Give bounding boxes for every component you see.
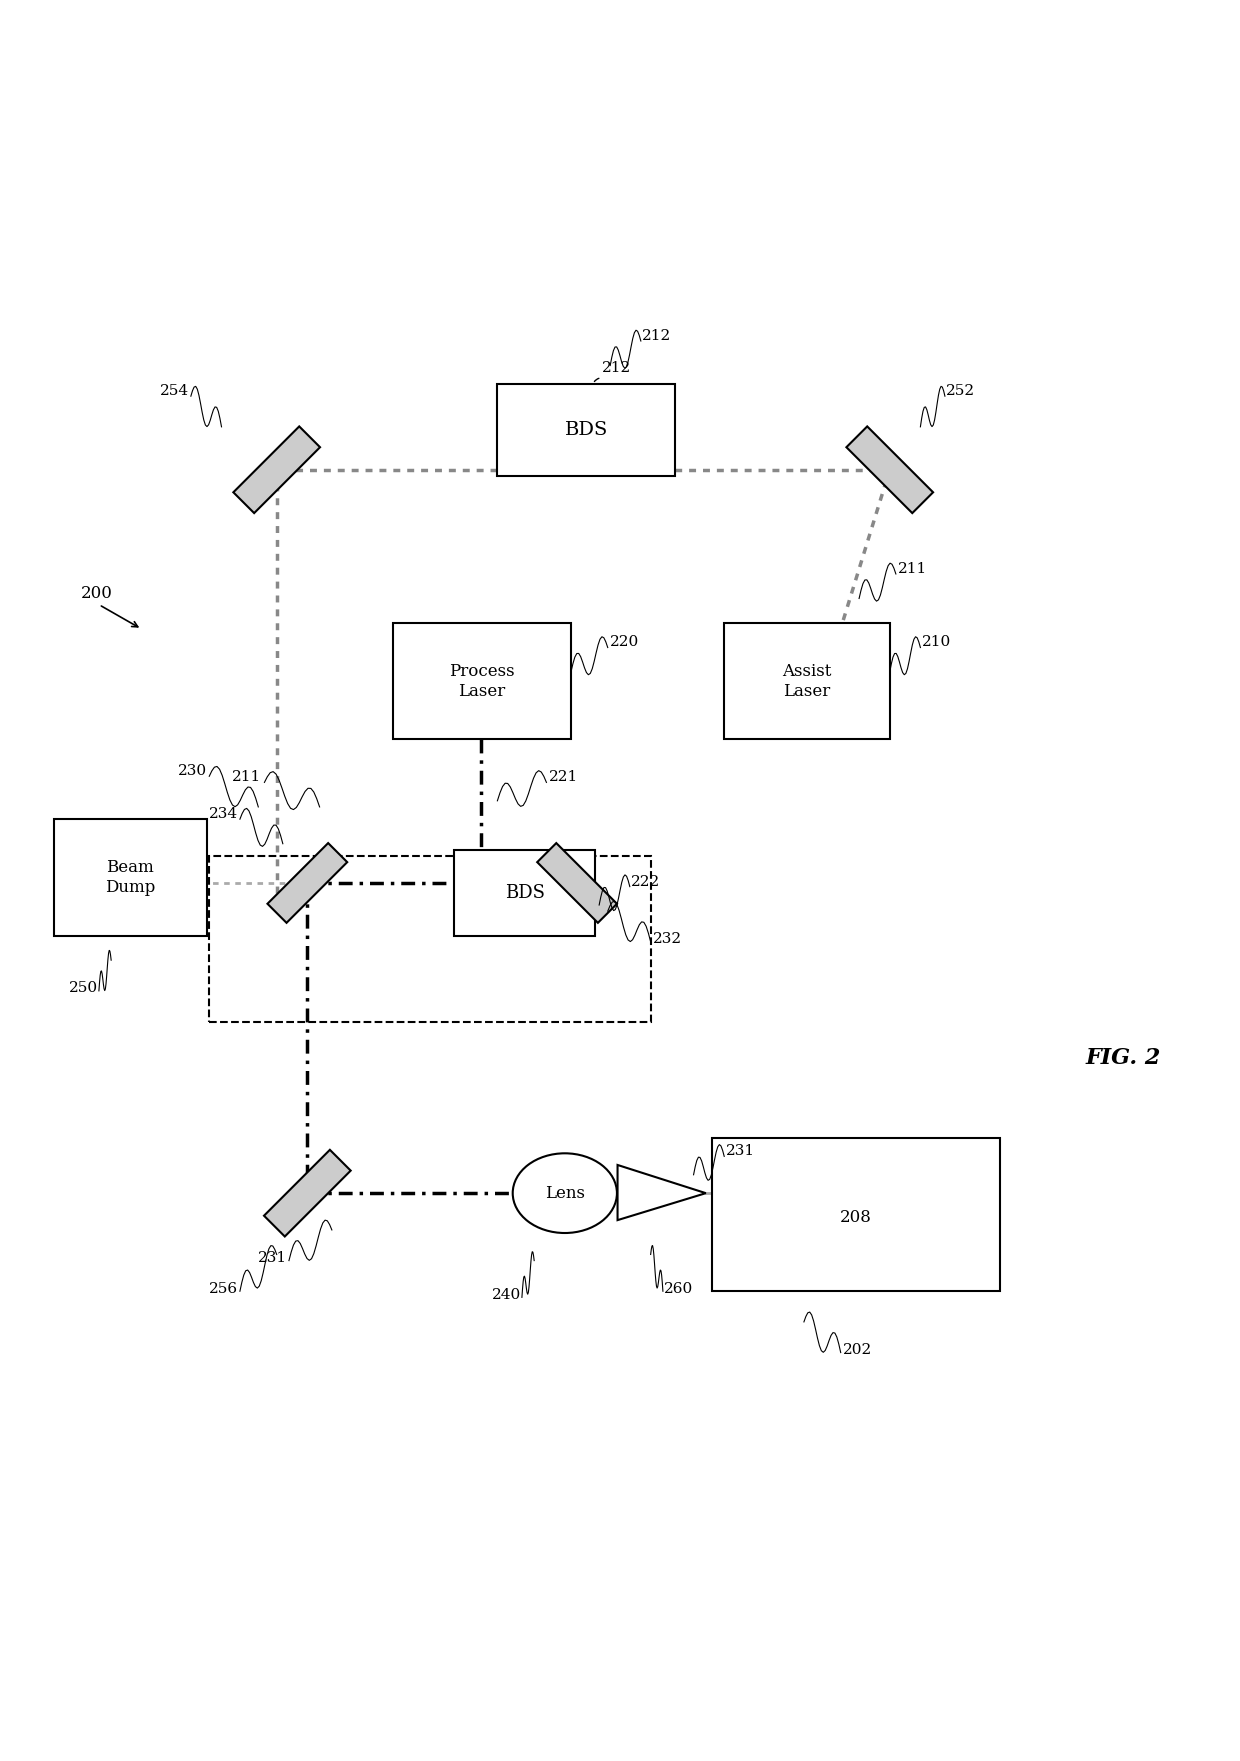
Polygon shape	[847, 426, 932, 512]
Text: 260: 260	[663, 1282, 693, 1296]
Text: 232: 232	[652, 932, 682, 946]
Text: 222: 222	[631, 875, 661, 889]
Bar	[393, 623, 570, 740]
Text: 231: 231	[725, 1145, 755, 1159]
Text: Lens: Lens	[544, 1185, 585, 1201]
Bar	[497, 384, 675, 475]
Polygon shape	[618, 1166, 706, 1220]
Text: BDS: BDS	[505, 884, 544, 902]
Text: 211: 211	[232, 770, 262, 784]
Text: 220: 220	[610, 636, 639, 650]
Bar	[53, 819, 207, 935]
Polygon shape	[268, 844, 347, 923]
Text: 250: 250	[69, 981, 98, 995]
Text: 252: 252	[946, 384, 976, 398]
Text: BDS: BDS	[564, 421, 608, 438]
Ellipse shape	[512, 1153, 618, 1233]
Text: 234: 234	[208, 807, 238, 821]
Text: 231: 231	[258, 1250, 286, 1264]
Text: 212: 212	[642, 329, 672, 343]
Bar	[455, 851, 595, 935]
Text: 240: 240	[492, 1289, 521, 1301]
Polygon shape	[537, 844, 618, 923]
Text: 221: 221	[549, 771, 578, 784]
Bar	[724, 623, 890, 740]
Text: 230: 230	[177, 764, 207, 778]
Text: 202: 202	[842, 1344, 872, 1358]
Polygon shape	[233, 426, 320, 512]
Bar	[210, 856, 651, 1021]
Text: 210: 210	[921, 636, 951, 650]
Bar	[712, 1138, 1001, 1291]
Text: 256: 256	[210, 1282, 238, 1296]
Text: 211: 211	[898, 562, 928, 576]
Text: 200: 200	[81, 585, 113, 602]
Text: 254: 254	[160, 384, 190, 398]
Text: 212: 212	[601, 361, 631, 375]
Text: Beam
Dump: Beam Dump	[105, 859, 155, 896]
Text: FIG. 2: FIG. 2	[1086, 1048, 1162, 1069]
Text: Assist
Laser: Assist Laser	[782, 662, 832, 699]
Polygon shape	[264, 1150, 351, 1236]
Text: 208: 208	[839, 1210, 872, 1226]
Text: Process
Laser: Process Laser	[449, 662, 515, 699]
